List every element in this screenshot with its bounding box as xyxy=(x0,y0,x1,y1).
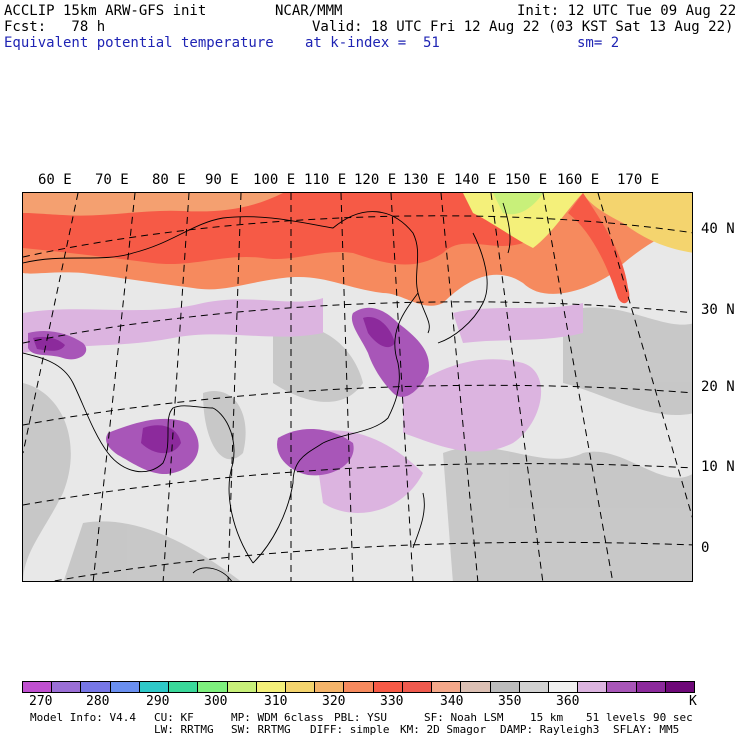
peak-theta-e-cores xyxy=(33,317,395,454)
colorbar-label-340: 340 xyxy=(440,694,464,709)
colorbar-swatch-3 xyxy=(110,682,140,692)
lon-label-140e: 140 E xyxy=(454,172,497,188)
lon-label-90e: 90 E xyxy=(205,172,239,188)
colorbar-swatch-19 xyxy=(578,682,608,692)
lat-label-20n: 20 N xyxy=(701,379,735,395)
colorbar-label-280: 280 xyxy=(86,694,110,709)
colorbar-swatch-21 xyxy=(636,682,666,692)
lon-label-60e: 60 E xyxy=(38,172,72,188)
colorbar-label-290: 290 xyxy=(146,694,170,709)
footer-timestep: 90 sec xyxy=(653,711,693,724)
footer-damping: DAMP: Rayleigh3 xyxy=(500,723,600,736)
footer-shortwave: SW: RRTMG xyxy=(231,723,291,736)
colorbar-swatch-18 xyxy=(548,682,579,692)
colorbar-label-300: 300 xyxy=(204,694,228,709)
colorbar-swatch-8 xyxy=(256,682,286,692)
footer-surface: SF: Noah LSM xyxy=(424,711,504,724)
colorbar-swatch-0 xyxy=(23,682,53,692)
colorbar-swatch-20 xyxy=(607,682,637,692)
forecast-hour: Fcst: 78 h xyxy=(4,19,106,35)
map-canvas xyxy=(23,193,692,581)
pacific-tongue xyxy=(568,193,630,304)
footer-microphysics: MP: WDM 6class xyxy=(231,711,324,724)
lon-label-100e: 100 E xyxy=(253,172,296,188)
colorbar-swatch-11 xyxy=(344,682,374,692)
center-label: NCAR/MMM xyxy=(275,3,343,19)
colorbar-label-350: 350 xyxy=(498,694,522,709)
colorbar-swatch-2 xyxy=(81,682,111,692)
colorbar-swatch-14 xyxy=(432,682,462,692)
colorbar-swatch-5 xyxy=(169,682,199,692)
lon-label-120e: 120 E xyxy=(354,172,397,188)
colorbar xyxy=(22,681,695,693)
lon-label-160e: 160 E xyxy=(557,172,600,188)
lat-label-40n: 40 N xyxy=(701,221,735,237)
colorbar-label-270: 270 xyxy=(29,694,53,709)
footer-levels: 51 levels xyxy=(586,711,646,724)
colorbar-swatch-17 xyxy=(519,682,549,692)
colorbar-swatch-1 xyxy=(52,682,82,692)
colorbar-unit: K xyxy=(689,694,697,709)
colorbar-swatch-13 xyxy=(402,682,433,692)
colorbar-swatch-22 xyxy=(665,682,695,692)
lon-label-70e: 70 E xyxy=(95,172,129,188)
colorbar-label-310: 310 xyxy=(264,694,288,709)
footer-resolution: 15 km xyxy=(530,711,564,724)
lon-label-110e: 110 E xyxy=(304,172,347,188)
valid-time: Valid: 18 UTC Fri 12 Aug 22 (03 KST Sat … xyxy=(312,19,734,35)
colorbar-swatch-16 xyxy=(490,682,520,692)
colorbar-swatch-9 xyxy=(285,682,316,692)
green-zone xyxy=(493,193,543,215)
lon-label-170e: 170 E xyxy=(617,172,660,188)
warm-band-northwest xyxy=(23,193,283,216)
lat-label-equator: 0 xyxy=(701,540,710,556)
colorbar-swatch-7 xyxy=(227,682,257,692)
smoothing-value: sm= 2 xyxy=(577,35,620,51)
graticule xyxy=(23,193,692,581)
colorbar-swatch-15 xyxy=(461,682,491,692)
footer-longwave: LW: RRTMG xyxy=(154,723,214,736)
lon-label-130e: 130 E xyxy=(403,172,446,188)
theta-e-map xyxy=(22,192,693,582)
colorbar-label-320: 320 xyxy=(322,694,346,709)
field-name: Equivalent potential temperature xyxy=(4,35,274,51)
footer-km: KM: 2D Smagor xyxy=(400,723,487,736)
lon-label-150e: 150 E xyxy=(505,172,548,188)
coastlines xyxy=(23,202,511,581)
footer-diffusion: DIFF: simple xyxy=(310,723,390,736)
colorbar-swatch-10 xyxy=(315,682,345,692)
init-time: Init: 12 UTC Tue 09 Aug 22 xyxy=(517,3,737,19)
model-title: ACCLIP 15km ARW-GFS init xyxy=(4,3,207,19)
lon-label-80e: 80 E xyxy=(152,172,186,188)
yellow-zone-east xyxy=(583,193,692,253)
footer-cumulus: CU: KF xyxy=(154,711,194,724)
footer-pbl: PBL: YSU xyxy=(334,711,387,724)
level-index: at k-index = 51 xyxy=(305,35,440,51)
lat-label-30n: 30 N xyxy=(701,302,735,318)
colorbar-swatch-4 xyxy=(139,682,170,692)
colorbar-label-360: 360 xyxy=(556,694,580,709)
lat-label-10n: 10 N xyxy=(701,459,735,475)
colorbar-swatch-12 xyxy=(373,682,403,692)
footer-model-info: Model Info: V4.4 xyxy=(30,711,136,724)
colorbar-swatch-6 xyxy=(198,682,228,692)
footer-surface-layer: SFLAY: MM5 xyxy=(613,723,680,736)
colorbar-label-330: 330 xyxy=(380,694,404,709)
